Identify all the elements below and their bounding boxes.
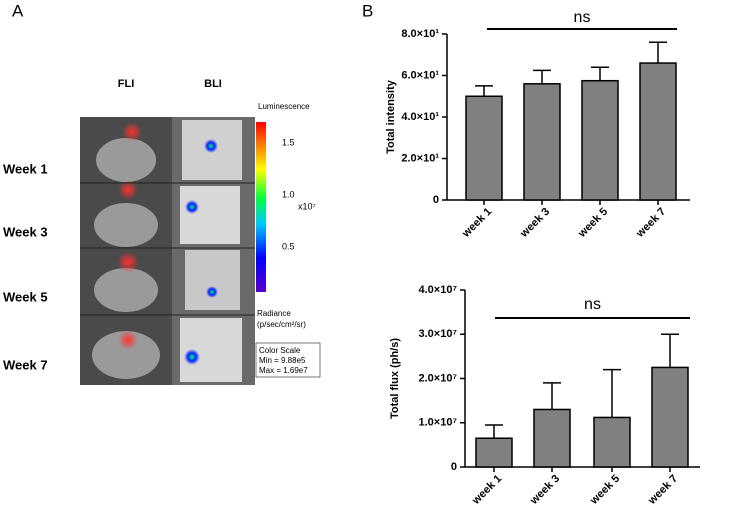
colorbar-title: Luminescence <box>258 102 310 111</box>
bar <box>475 437 513 468</box>
colorbar-tick: 0.5 <box>282 241 295 251</box>
bar <box>651 366 689 468</box>
y-tick-label: 2.0×10⁷ <box>419 372 458 384</box>
colorbar <box>256 122 266 292</box>
error-bar <box>603 368 621 418</box>
bar <box>581 79 619 201</box>
error-bar <box>485 424 503 439</box>
x-tick-label: week 5 <box>587 473 622 508</box>
bar <box>465 95 503 201</box>
color-scale: Color Scale <box>259 346 301 355</box>
bar <box>593 416 631 468</box>
color-scale: Min = 9.88e5 <box>259 356 306 365</box>
annotation: ns <box>584 296 601 313</box>
radiance-label: (p/sec/cm²/sr) <box>257 320 306 329</box>
x-tick-label: week 1 <box>459 206 494 241</box>
error-bar <box>591 66 609 81</box>
panel-label: A <box>12 1 24 20</box>
image-grid <box>80 117 255 385</box>
bar <box>533 408 571 468</box>
y-tick-label: 3.0×10⁷ <box>419 328 458 340</box>
bar <box>523 83 561 201</box>
y-tick-label: 8.0×10¹ <box>401 28 439 40</box>
color-scale: Max = 1.69e7 <box>259 366 308 375</box>
radiance-label: Radiance <box>257 309 291 318</box>
column-label: BLI <box>204 78 222 90</box>
panel-a: A FLI BLI Week 1 Week 3 Week 5 Week 7 <box>3 1 321 385</box>
error-bar <box>533 69 551 84</box>
error-bar <box>649 41 667 64</box>
y-tick-label: 2.0×10¹ <box>401 152 439 164</box>
colorbar-exponent: x10⁷ <box>298 201 316 211</box>
x-tick-label: week 7 <box>645 473 680 508</box>
x-tick-label: week 7 <box>633 206 668 241</box>
y-axis-title: Total flux (ph/s) <box>389 338 401 419</box>
error-bar <box>543 382 561 410</box>
row-label: Week 5 <box>3 289 48 304</box>
row-label: Week 1 <box>3 161 48 176</box>
bar <box>639 62 677 201</box>
x-tick-label: week 1 <box>469 473 504 508</box>
x-tick-label: week 5 <box>575 206 610 241</box>
annotation: ns <box>574 9 591 26</box>
error-bar <box>475 85 493 97</box>
y-tick-label: 0 <box>433 194 439 206</box>
y-tick-label: 4.0×10⁷ <box>419 284 458 296</box>
error-bar <box>661 333 679 368</box>
y-tick-label: 1.0×10⁷ <box>419 417 458 429</box>
x-tick-label: week 3 <box>527 473 562 508</box>
y-tick-label: 0 <box>451 461 457 473</box>
y-tick-label: 6.0×10¹ <box>401 69 439 81</box>
panel-label: B <box>362 1 373 20</box>
y-axis-title: Total intensity <box>385 79 397 154</box>
colorbar-tick: 1.0 <box>282 189 295 199</box>
colorbar-tick: 1.5 <box>282 137 295 147</box>
row-label: Week 7 <box>3 357 48 372</box>
y-tick-label: 4.0×10¹ <box>401 111 439 123</box>
x-tick-label: week 3 <box>517 206 552 241</box>
column-label: FLI <box>118 78 135 90</box>
row-label: Week 3 <box>3 224 48 239</box>
